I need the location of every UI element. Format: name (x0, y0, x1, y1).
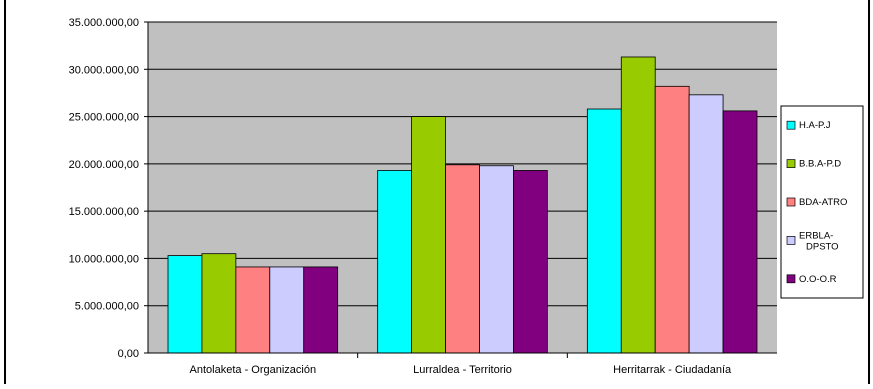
legend-swatch (786, 120, 796, 130)
bars (167, 56, 758, 354)
x-axis-ticks: Antolaketa - Organización Lurraldea - Ter… (190, 353, 732, 376)
y-tick-label: 15.000.000,00 (69, 206, 139, 218)
legend-label: BDA-ATRO (799, 197, 847, 208)
bar (688, 94, 724, 354)
y-tick-label: 20.000.000,00 (69, 159, 139, 171)
bar (377, 170, 412, 354)
x-tick-label: Herritarrak - Ciudadanía (613, 364, 732, 376)
y-tick-label: 10.000.000,00 (69, 253, 139, 265)
y-tick-label: 0,00 (118, 348, 139, 360)
bar (269, 266, 305, 354)
legend-label: O.O-O.R (799, 274, 837, 285)
legend-swatch (786, 197, 796, 207)
bar (620, 56, 656, 354)
bar (235, 266, 271, 354)
bar (654, 85, 690, 354)
bar (411, 116, 446, 354)
x-tick-label: Antolaketa - Organización (190, 364, 317, 376)
y-tick-label: 30.000.000,00 (69, 64, 139, 76)
x-tick-label: Lurraldea - Territorio (413, 364, 512, 376)
legend: H.A-P.J B.B.A-P.D BDA-ATRO ERBLA-DPSTO O.O-O… (780, 105, 864, 299)
legend-swatch (786, 159, 796, 168)
bar (445, 164, 480, 354)
legend-label: H.A-P.J (799, 120, 831, 131)
bar (201, 253, 237, 354)
bar (513, 170, 548, 354)
y-axis-ticks: 0,00 5.000.000,00 10.000.000,00 15.000.000,… (69, 17, 148, 360)
bar (167, 255, 203, 354)
legend-label: ERBLA-DPSTO (799, 230, 839, 252)
y-tick-label: 5.000.000,00 (75, 301, 139, 313)
bar (722, 110, 758, 354)
bar (479, 165, 514, 354)
y-tick-label: 25.000.000,00 (69, 112, 139, 124)
legend-label: B.B.A-P.D (799, 159, 841, 170)
bar (303, 266, 339, 354)
legend-swatch (786, 274, 796, 284)
legend-swatch (786, 236, 796, 245)
bar (586, 108, 622, 354)
y-tick-label: 35.000.000,00 (69, 17, 139, 29)
